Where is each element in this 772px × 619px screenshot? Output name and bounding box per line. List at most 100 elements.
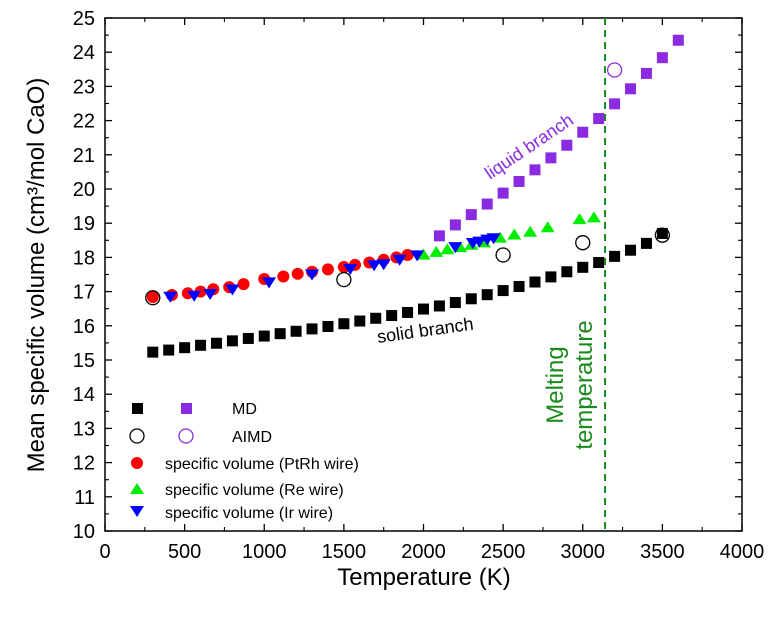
md-solid-point: [545, 271, 557, 283]
legend-ptrh-label: specific volume (PtRh wire): [165, 456, 359, 473]
legend-re-marker: [130, 483, 144, 494]
y-tick-label: 10: [73, 521, 95, 543]
md-solid-point: [640, 237, 652, 249]
re-point: [429, 245, 444, 257]
x-tick-label: 4000: [720, 541, 765, 563]
ptrh-point: [146, 291, 159, 304]
re-point: [523, 225, 538, 237]
x-tick-label: 2500: [481, 541, 526, 563]
y-tick-label: 16: [73, 316, 95, 338]
aimd-solid-point: [654, 227, 671, 243]
legend-ir-label: specific volume (Ir wire): [165, 505, 333, 522]
legend-aimd-label: AIMD: [232, 429, 272, 446]
aimd-solid-point: [145, 290, 161, 306]
x-tick-label: 2000: [401, 541, 446, 563]
md-liquid-point: [656, 52, 668, 64]
re-point: [492, 231, 507, 243]
ir-point: [343, 264, 358, 276]
y-tick-label: 18: [73, 247, 95, 269]
md-solid-point: [226, 335, 238, 347]
aimd-solid-point: [495, 247, 511, 263]
ir-point: [367, 260, 382, 272]
x-tick-label: 3000: [561, 541, 606, 563]
ptrh-point: [401, 249, 414, 262]
legend-aimd-solid-marker: [129, 428, 145, 444]
y-tick-label: 19: [73, 213, 95, 235]
md-solid-point: [561, 266, 573, 278]
ir-point: [376, 259, 391, 271]
re-point: [507, 228, 522, 240]
md-solid-point: [449, 297, 461, 309]
y-tick-label: 22: [73, 111, 95, 133]
melting-label-line2: temperature: [571, 320, 598, 449]
md-liquid-point: [545, 152, 557, 164]
y-tick-label: 14: [73, 384, 95, 406]
md-solid-point: [370, 312, 382, 324]
md-solid-point: [656, 227, 668, 239]
y-tick-label: 25: [73, 8, 95, 30]
re-point: [416, 248, 431, 260]
x-axis-title: Temperature (K): [337, 564, 510, 591]
ir-point: [203, 288, 218, 300]
y-tick-label: 17: [73, 282, 95, 304]
md-solid-point: [529, 276, 541, 288]
md-liquid-point: [449, 219, 461, 231]
md-liquid-point: [465, 209, 477, 221]
legend-ir-marker: [130, 506, 144, 517]
md-solid-point: [465, 293, 477, 305]
ir-point: [225, 284, 240, 296]
md-liquid-point: [481, 198, 493, 210]
md-solid-point: [210, 337, 222, 349]
legend-aimd-liquid-marker: [178, 428, 194, 444]
y-tick-label: 23: [73, 76, 95, 98]
ir-point: [187, 290, 202, 302]
re-point: [440, 243, 455, 255]
md-solid-point: [433, 300, 445, 312]
md-solid-point: [306, 323, 318, 335]
md-solid-point: [577, 261, 589, 273]
md-solid-point: [386, 310, 398, 322]
ir-point: [392, 254, 407, 266]
md-liquid-point: [513, 175, 525, 187]
md-solid-point: [354, 315, 366, 327]
md-solid-point: [290, 325, 302, 337]
md-solid-point: [147, 346, 159, 358]
md-liquid-point: [640, 67, 652, 79]
x-tick-label: 3500: [640, 541, 685, 563]
legend-md-solid-marker: [132, 403, 143, 414]
legend: MD AIMD specific volume (PtRh wire) spec…: [129, 401, 359, 522]
md-solid-point: [258, 330, 270, 342]
melting-label-line1: Melting: [542, 346, 569, 423]
md-solid-point: [593, 257, 605, 269]
md-solid-point: [625, 244, 637, 256]
md-liquid-point: [672, 34, 684, 46]
y-tick-label: 11: [74, 487, 95, 509]
aimd-solid-point: [575, 235, 591, 251]
md-solid-point: [322, 320, 334, 332]
x-tick-label: 1000: [242, 541, 287, 563]
aimd-liquid-point: [606, 62, 623, 78]
plot-area: 0 500 1000 1500 2000 2500 3000 3500 4000 10 11 12 13…: [73, 8, 765, 563]
md-solid-point: [195, 339, 207, 351]
ptrh-point: [321, 263, 334, 276]
y-tick-label: 20: [73, 179, 95, 201]
md-solid-point: [274, 328, 286, 340]
ir-point: [410, 250, 425, 262]
x-tick-label: 1500: [322, 541, 367, 563]
ir-point: [486, 233, 501, 245]
data-markers: [145, 34, 684, 358]
md-liquid-point: [593, 113, 605, 125]
ir-point: [305, 269, 320, 281]
ir-point: [448, 242, 463, 254]
y-tick-label: 12: [73, 453, 95, 475]
md-solid-point: [481, 289, 493, 301]
ptrh-point: [237, 278, 250, 291]
ir-point: [163, 291, 178, 303]
md-liquid-point: [561, 139, 573, 151]
md-solid-point: [513, 280, 525, 292]
re-point: [572, 213, 587, 225]
md-liquid-point: [625, 83, 637, 95]
md-liquid-point: [433, 230, 445, 242]
md-liquid-point: [577, 126, 589, 138]
ptrh-point: [337, 260, 350, 273]
